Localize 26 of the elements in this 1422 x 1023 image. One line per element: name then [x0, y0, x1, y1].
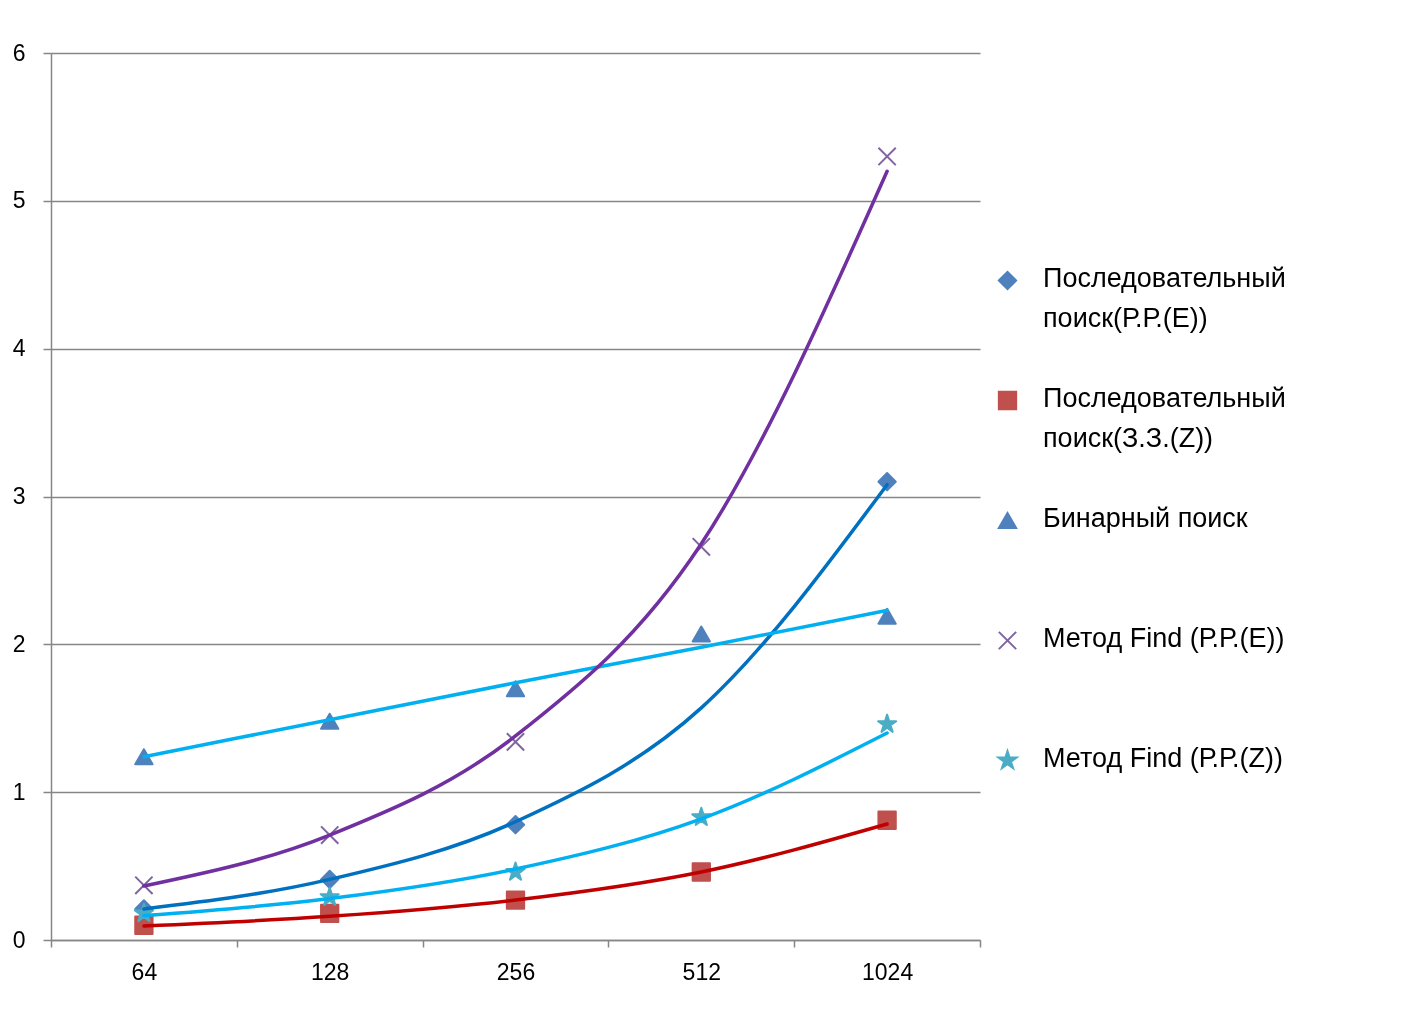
y-tick-label: 2 [12, 630, 26, 657]
x-tick-label: 1024 [862, 958, 914, 985]
point [691, 625, 711, 643]
x-tick-label: 256 [496, 958, 536, 985]
legend-label: Бинарный поиск [1043, 502, 1248, 533]
y-tick-label: 3 [12, 483, 26, 509]
x-tick-label: 64 [131, 958, 158, 985]
point [877, 713, 898, 733]
x-tick-label: 128 [311, 958, 350, 985]
point [505, 680, 526, 698]
y-tick-label: 5 [12, 187, 26, 214]
point [877, 146, 897, 167]
y-tick-label: 1 [12, 778, 26, 805]
line-series [142, 169, 889, 888]
legend-label: Метод Find (Р.Р.(E)) [1043, 622, 1285, 653]
y-tick-label: 0 [12, 926, 26, 953]
point [134, 875, 154, 895]
x-tick-label: 512 [682, 958, 721, 985]
legend-label: Метод Find (Р.Р.(Z)) [1043, 742, 1283, 773]
y-tick-label: 6 [12, 39, 26, 66]
legend-label: Последовательный поиск(З.З.(Z)) [1043, 382, 1286, 453]
point [505, 732, 526, 752]
point [877, 607, 897, 625]
legend-label: Последовательный поиск(Р.Р.(E)) [1043, 262, 1286, 333]
y-tick-label: 4 [12, 335, 26, 362]
point [320, 825, 340, 845]
